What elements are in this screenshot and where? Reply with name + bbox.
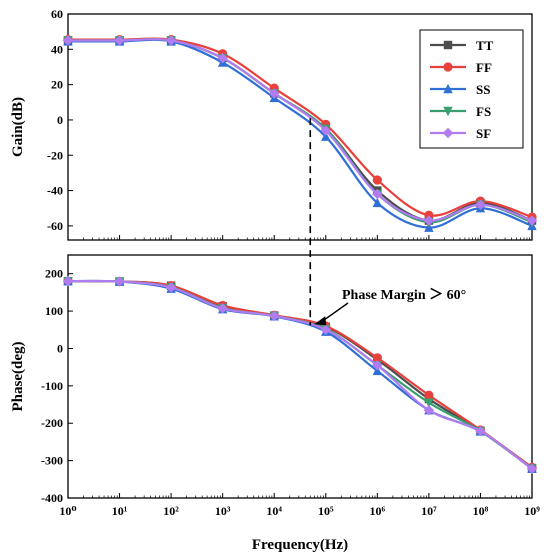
phase-ytick-label: -200 (41, 416, 63, 430)
gain-point-ss (372, 197, 383, 208)
legend-label-tt: TT (476, 38, 494, 53)
legend-label-ss: SS (476, 82, 490, 97)
gain-ytick-label: -60 (47, 219, 63, 233)
phase-ytick-label: 100 (45, 304, 63, 318)
phase-series-line-sf (67, 279, 533, 470)
xtick-label: 10³ (215, 504, 231, 518)
gain-point-sf (114, 35, 125, 46)
phase-point-sf (269, 310, 280, 322)
phase-point-sf (526, 463, 538, 475)
xtick-label: 10⁰ (59, 504, 76, 518)
phase-point-sf (475, 425, 486, 437)
gain-ytick-label: -20 (47, 148, 63, 162)
xtick-label: 10⁸ (473, 504, 489, 518)
legend-marker-tt (443, 40, 453, 50)
phase-ytick-label: 200 (45, 267, 63, 281)
phase-margin-annotation: Phase Margin ＞ 60° (342, 288, 466, 303)
legend-label-sf: SF (476, 126, 491, 141)
legend-marker-fs (443, 106, 453, 117)
phase-point-ff (372, 353, 382, 363)
xtick-label: 10⁵ (318, 504, 334, 518)
xtick-label: 10⁶ (370, 504, 386, 518)
legend-marker-ff (443, 62, 453, 72)
gain-point-sf (165, 35, 177, 46)
phase-point-sf (320, 324, 331, 335)
gain-ytick-label: 20 (51, 78, 63, 92)
phase-series-line-tt (67, 280, 533, 469)
gain-point-sf (475, 199, 486, 210)
annotation-arrow-line (321, 302, 349, 322)
phase-point-sf (217, 303, 228, 314)
gain-point-sf (526, 215, 538, 226)
gain-ytick-label: 40 (51, 42, 63, 56)
legend-marker-sf (442, 127, 454, 139)
phase-ytick-label: -100 (41, 379, 63, 393)
gain-panel: 60 40 20 0 -20 -40 -60 Gain(dB) (10, 7, 538, 241)
gain-ytick-label: -40 (47, 184, 63, 198)
gain-point-sf (62, 35, 74, 46)
gain-ytick-label: 60 (51, 7, 63, 21)
phase-ytick-label: 0 (57, 341, 63, 355)
phase-plot-frame (67, 254, 533, 499)
phase-ytick-label: -300 (41, 454, 63, 468)
legend-marker-ss (443, 83, 453, 94)
annotation-layer: Phase Margin ＞ 60° (309, 118, 466, 326)
phase-point-fs (424, 398, 434, 408)
phase-point-sf (165, 282, 177, 293)
x-axis-title: Frequency(Hz) (252, 537, 348, 553)
gain-point-ss (321, 131, 331, 141)
gain-point-sf (269, 88, 280, 99)
phase-point-sf (423, 404, 435, 416)
gain-ytick-label: 0 (57, 113, 63, 127)
legend: TT FF SS FS SF (419, 29, 524, 149)
phase-point-ff (424, 390, 434, 400)
gain-point-sf (423, 215, 435, 226)
gain-point-ff (424, 210, 434, 220)
legend-label-ff: FF (476, 60, 492, 75)
phase-panel: 200 100 0 -100 -200 -300 -400 Phase(deg) 10⁰ 10¹ 1… (10, 254, 540, 553)
phase-series-line-fs (67, 279, 533, 470)
phase-point-sf (114, 276, 125, 287)
gain-plot-frame (67, 13, 533, 241)
xtick-label: 10⁹ (524, 504, 540, 518)
phase-ylabel: Phase(deg) (10, 342, 26, 412)
gain-ylabel: Gain(dB) (10, 97, 26, 157)
xtick-label: 10¹ (112, 504, 128, 518)
phase-point-sf (62, 275, 74, 287)
phase-series-line-ss (67, 279, 533, 470)
xtick-label: 10⁷ (421, 504, 437, 518)
xtick-label: 10² (163, 504, 179, 518)
phase-point-sf (372, 360, 383, 371)
gain-point-sf (217, 52, 228, 64)
annotation-arrow-head (314, 316, 327, 326)
gain-point-sf (320, 125, 331, 136)
phase-series-line-ff (67, 280, 533, 469)
legend-label-fs: FS (476, 104, 491, 119)
xtick-label: 10⁴ (266, 504, 282, 518)
phase-ytick-label: -400 (41, 491, 63, 505)
gain-point-ff (372, 175, 382, 185)
gain-point-sf (372, 188, 383, 200)
gain-series-line-sf (68, 38, 533, 222)
